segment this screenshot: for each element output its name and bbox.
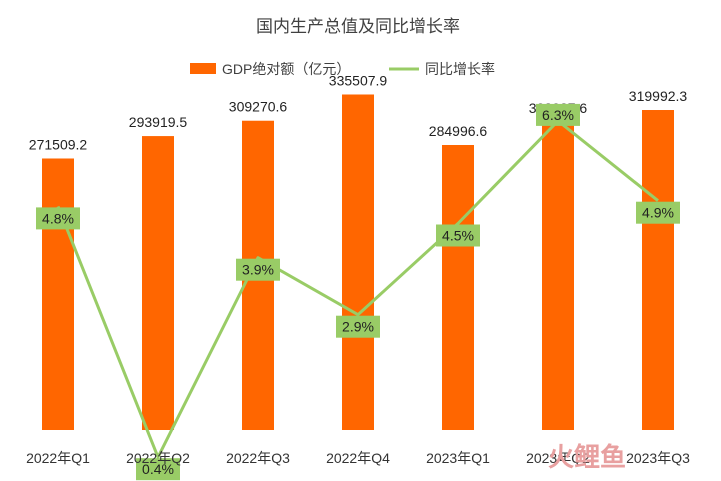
- bar: [542, 121, 574, 430]
- line-point-label: 4.5%: [436, 224, 480, 247]
- bar-value-label: 293919.5: [129, 114, 188, 130]
- line-value-label: 2.9%: [342, 319, 374, 335]
- bar: [142, 136, 174, 430]
- x-axis-ticks: 2022年Q1 2022年Q2 2022年Q3 2022年Q4 2023年Q1 2023年…: [26, 450, 690, 466]
- line-value-label: 4.9%: [642, 205, 674, 221]
- legend-label-bar: GDP绝对额（亿元）: [222, 61, 350, 77]
- line-value-label: 3.9%: [242, 262, 274, 278]
- bar-value-label: 335507.9: [329, 72, 388, 88]
- line-label-box: [136, 458, 180, 481]
- legend: GDP绝对额（亿元） 同比增长率: [190, 61, 495, 77]
- line-value-label: 4.5%: [442, 228, 474, 244]
- line-value-labels: 4.8% 0.4% 3.9% 2.9% 4.5% 6.3% 4.9%: [36, 103, 680, 481]
- line-label-box: [36, 207, 80, 230]
- line-value-label: 6.3%: [542, 107, 574, 123]
- bar: [342, 94, 374, 431]
- line-point-label: 3.9%: [236, 258, 280, 281]
- bar: [442, 145, 474, 430]
- line-label-box: [536, 103, 580, 126]
- bar-value-label: 284996.6: [429, 123, 488, 139]
- line-point-label: 2.9%: [336, 315, 380, 338]
- line-point-label: 4.8%: [36, 207, 80, 230]
- line-point-label: 4.9%: [636, 201, 680, 224]
- line-point-label: 6.3%: [536, 103, 580, 126]
- line-value-label: 4.8%: [42, 210, 74, 226]
- bar: [42, 158, 74, 431]
- line-value-label: 0.4%: [142, 461, 174, 477]
- legend-label-line: 同比增长率: [425, 61, 495, 77]
- watermark-text: 火鲤鱼: [548, 443, 626, 473]
- legend-swatch-bar: [190, 63, 216, 74]
- x-tick-label: 2023年Q1: [426, 450, 490, 466]
- x-tick-label: 2022年Q4: [326, 450, 390, 466]
- x-tick-label: 2023年Q2: [526, 450, 590, 466]
- x-tick-label: 2022年Q1: [26, 450, 90, 466]
- x-tick-label: 2022年Q2: [126, 450, 190, 466]
- chart-title: 国内生产总值及同比增长率: [256, 17, 460, 36]
- x-tick-label: 2023年Q3: [626, 450, 690, 466]
- watermark: 火鲤鱼: [548, 443, 626, 473]
- line-label-box: [236, 258, 280, 281]
- bar-value-label: 319992.3: [629, 88, 688, 104]
- bar: [642, 110, 674, 431]
- line-label-box: [436, 224, 480, 247]
- bar-series: [42, 94, 674, 431]
- line-label-box: [636, 201, 680, 224]
- bar-value-label: 309270.6: [229, 99, 288, 115]
- line-point-label: 0.4%: [136, 458, 180, 481]
- x-tick-label: 2022年Q3: [226, 450, 290, 466]
- line-label-box: [336, 315, 380, 338]
- bar-value-label: 271509.2: [29, 136, 88, 152]
